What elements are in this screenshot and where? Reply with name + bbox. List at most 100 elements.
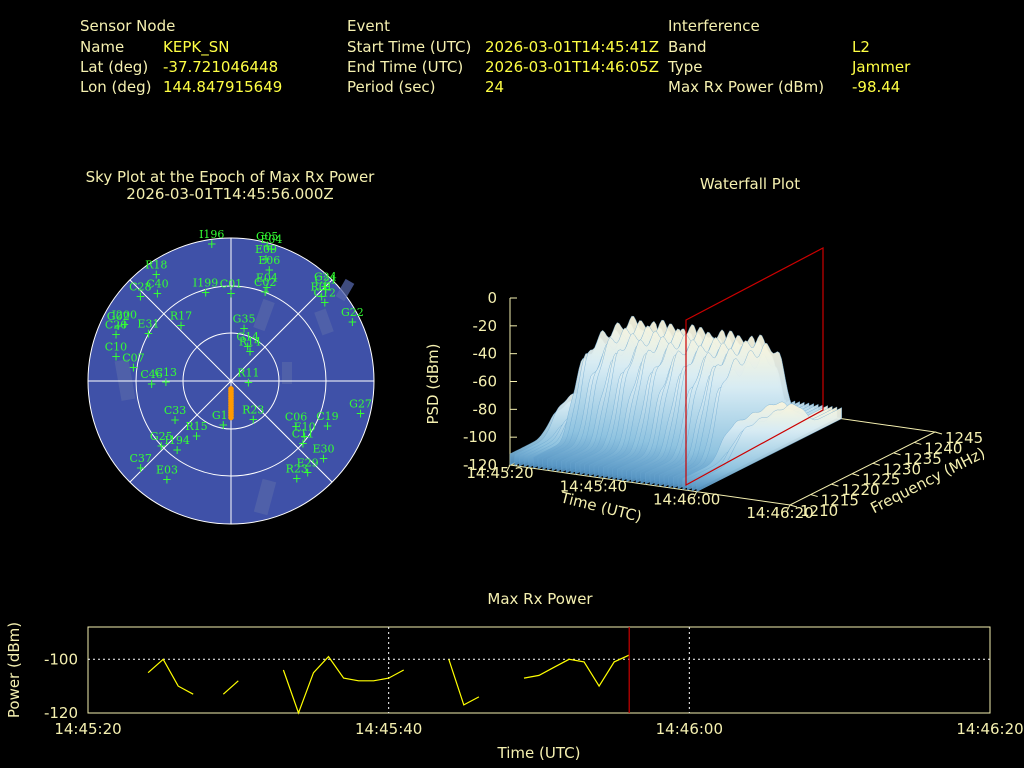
satellite-marker: + [262,239,272,253]
power-series-line [147,658,194,695]
satellite-marker: + [303,465,313,479]
power-y-tick-label: -100 [44,650,78,668]
y-tick-mark [934,431,943,435]
power-x-label: Time (UTC) [497,744,581,762]
z-axis-label: PSD (dBm) [424,343,442,424]
sensor-lon-value: 144.847915649 [163,78,283,96]
satellite-label: E30 [312,443,334,456]
y-tick-mark [810,494,818,498]
track-point [228,414,234,421]
z-tick-label: -20 [473,317,498,335]
satellite-marker: + [135,289,145,303]
satellite-label: R11 [237,367,259,380]
satellite-marker: + [226,287,236,301]
satellite-marker: + [243,376,253,390]
satellite-label: G22 [341,306,364,319]
satellite-label: C21 [315,273,337,286]
satellite-marker: + [266,242,276,256]
interference-band-label: Band [668,38,707,56]
satellite-marker: + [152,286,162,300]
satellite-marker: + [191,429,201,443]
power-series-line [448,659,480,706]
satellite-marker: + [239,322,249,336]
satellite-label: C01 [220,278,242,291]
satellite-marker: + [143,326,153,340]
satellite-marker: + [264,263,274,277]
interference-band-value: L2 [852,38,870,56]
waterfall-slice [696,403,842,493]
x-tick-mark [786,504,791,512]
interference-title: Interference [668,17,760,35]
satellite-label: E06 [258,254,280,267]
power-x-tick-label: 14:45:40 [355,720,422,738]
event-end-label: End Time (UTC) [347,58,464,76]
satellite-label: R15 [185,420,207,433]
satellite-label: I194 [165,434,190,447]
satellite-label: E04 [260,233,282,246]
satellite-marker: + [292,471,302,485]
x-tick-mark [506,464,511,472]
skyplot-terrain-shading [114,278,355,516]
satellite-marker: + [320,295,330,309]
satellite-marker: + [119,317,129,331]
event-start-value: 2026-03-01T14:45:41Z [485,38,659,56]
satellite-label: G24 [314,271,337,284]
y-tick-label: 1245 [945,429,983,447]
satellite-label: C02 [254,276,276,289]
satellite-marker: + [245,345,255,359]
satellite-marker: + [355,406,365,420]
satellite-marker: + [261,252,271,266]
sensor-name-value: KEPK_SN [163,38,230,56]
waterfall-surface [509,315,842,493]
y-tick-mark [831,483,839,487]
event-start-label: Start Time (UTC) [347,38,472,56]
satellite-label: E10 [294,420,316,433]
satellite-label: C05 [256,230,278,243]
skyplot-diag-2 [129,279,333,483]
satellite-marker: + [260,285,270,299]
x-tick-mark [693,491,698,498]
satellite-marker: + [321,282,331,296]
satellite-marker: + [320,280,330,294]
y-tick-label: 1225 [862,471,900,489]
satellite-label: R14 [239,336,261,349]
satellite-marker: + [218,418,228,432]
power-x-tick-label: 14:45:20 [54,720,121,738]
satellite-marker: + [111,328,121,342]
z-tick-label: -120 [463,456,497,474]
satellite-label: I199 [193,276,218,289]
satellite-label: C20 [105,319,127,332]
event-end-value: 2026-03-01T14:46:05Z [485,58,659,76]
sensor-name-label: Name [80,38,125,56]
waterfall-plot: 0 -20 -40 -60 -80 -100 -120 PSD (dBm) 14:45:20… [424,247,988,526]
satellite-marker: + [176,319,186,333]
satellite-label: C19 [316,410,338,423]
satellite-marker: + [111,350,121,364]
y-tick-mark [852,473,860,477]
y-tick-label: 1230 [883,460,921,478]
satellite-label: E03 [156,464,178,477]
y-tick-label: 1235 [904,450,942,468]
event-period-value: 24 [485,78,505,96]
satellite-marker: + [136,461,146,475]
y-tick-label: 1240 [924,439,962,457]
x-tick-label: 14:46:20 [746,504,813,522]
satellite-label: C46 [140,368,162,381]
satellite-marker: + [347,315,357,329]
z-tick-label: -60 [473,373,498,391]
x-tick-label: 14:45:20 [466,464,533,482]
y-tick-label: 1215 [821,492,859,510]
sensor-lon-label: Lon (deg) [80,78,152,96]
satellite-label: I200 [112,308,137,321]
satellite-marker: + [172,443,182,457]
power-title: Max Rx Power [487,590,593,608]
satellite-label: C37 [129,452,151,465]
satellite-label: C28 [129,280,151,293]
skyplot: +C05+E04+I196+E09+E06+R18+G24+C21+R01+C1… [87,228,375,525]
y-tick-mark [872,462,880,466]
power-series-line [523,654,630,688]
satellite-label: C13 [155,366,177,379]
power-y-label: Power (dBm) [5,622,23,718]
waterfall-title: Waterfall Plot [699,175,801,193]
